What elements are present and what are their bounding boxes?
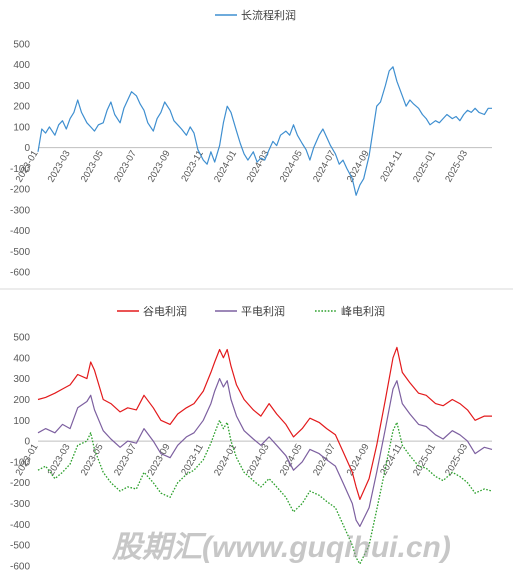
y-tick-label: -200 — [10, 185, 30, 196]
y-tick-label: -300 — [10, 499, 30, 510]
x-tick-label: 2023-03 — [46, 149, 73, 185]
watermark-text: 股期汇(www.guqihui.cn) — [111, 531, 451, 564]
x-tick-label: 2025-01 — [411, 442, 438, 478]
chart-panel-bottom: 500 400 300 200 100 0 -100 -200 -300 -400 -500 -600… — [10, 304, 493, 573]
x-tick-label: 2023-09 — [146, 149, 173, 185]
y-tick-label: -400 — [10, 520, 30, 531]
y-tick-label: 0 — [24, 143, 30, 154]
series-line-1 — [37, 346, 492, 500]
y-tick-label: -100 — [10, 457, 30, 468]
chart-panel-top: 500 400 300 200 100 0 -100 -200 -300 -400 -500 -600… — [10, 8, 492, 279]
y-tick-label: 200 — [13, 395, 30, 406]
x-tick-label: 2025-03 — [443, 442, 470, 478]
legend-label-3: 峰电利润 — [341, 304, 385, 318]
series-line-2 — [37, 378, 493, 528]
x-tick-label: 2023-05 — [79, 149, 106, 185]
y-tick-label: 500 — [13, 40, 30, 51]
x-tick-label: 2024-01 — [212, 442, 239, 478]
y-tick-label: -200 — [10, 478, 30, 489]
y-tick-label: 300 — [13, 374, 30, 385]
x-tick-label: 2024-03 — [245, 442, 272, 478]
x-tick-label: 2025-03 — [443, 149, 470, 185]
y-tick-label: -600 — [10, 268, 30, 279]
x-tick-label: 2024-07 — [311, 442, 338, 478]
x-tick-label: 2023-07 — [112, 442, 139, 478]
legend-label-1: 谷电利润 — [143, 304, 187, 318]
x-tick-label: 2024-09 — [345, 149, 372, 185]
x-tick-label: 2024-09 — [345, 442, 372, 478]
y-tick-label: -400 — [10, 226, 30, 237]
y-tick-label: 400 — [13, 60, 30, 71]
x-tick-label: 2024-11 — [378, 149, 405, 184]
x-tick-label: 2023-05 — [79, 442, 106, 478]
y-tick-label: -600 — [10, 562, 30, 573]
legend-label-2: 平电利润 — [241, 304, 285, 318]
y-tick-label: 100 — [13, 416, 30, 427]
x-tick-label: 2023-11 — [179, 442, 206, 477]
x-tick-label: 2024-07 — [311, 149, 338, 185]
x-tick-label: 2023-11 — [179, 149, 206, 184]
x-tick-label: 2023-09 — [146, 442, 173, 478]
y-tick-label: 500 — [13, 333, 30, 344]
legend-label-1: 长流程利润 — [241, 8, 296, 22]
y-tick-label: 0 — [24, 437, 30, 448]
y-tick-label: -500 — [10, 247, 30, 258]
series-line-1 — [37, 66, 492, 196]
y-tick-label: 400 — [13, 353, 30, 364]
x-tick-label: 2023-07 — [112, 149, 139, 185]
x-tick-label: 2024-05 — [278, 149, 305, 185]
y-tick-label: -100 — [10, 164, 30, 175]
y-tick-label: 100 — [13, 122, 30, 133]
series-line-3 — [37, 419, 493, 565]
y-tick-label: 300 — [13, 81, 30, 92]
x-tick-label: 2024-05 — [278, 442, 305, 478]
x-tick-label: 2025-01 — [411, 149, 438, 185]
y-tick-label: -300 — [10, 205, 30, 216]
x-tick-label: 2024-01 — [212, 149, 239, 185]
y-tick-label: 200 — [13, 102, 30, 113]
y-tick-label: -500 — [10, 541, 30, 552]
